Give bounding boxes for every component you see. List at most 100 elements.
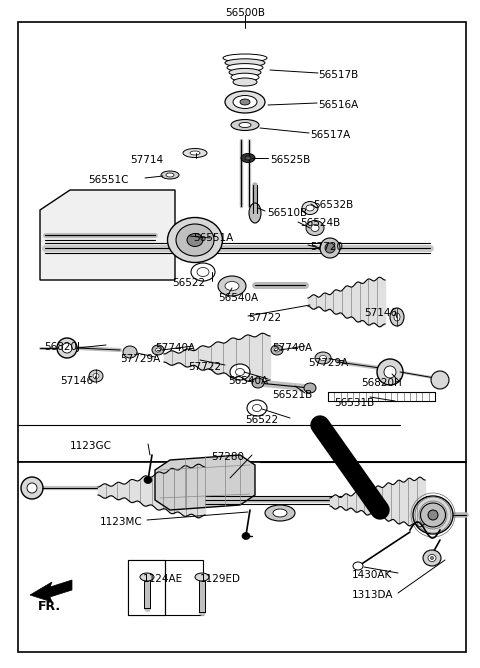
Ellipse shape xyxy=(275,348,279,352)
Ellipse shape xyxy=(233,78,257,86)
Ellipse shape xyxy=(428,554,436,562)
Ellipse shape xyxy=(57,338,77,358)
Text: 57280: 57280 xyxy=(211,452,244,462)
Ellipse shape xyxy=(166,173,174,177)
Ellipse shape xyxy=(265,505,295,521)
Text: 56517A: 56517A xyxy=(310,130,350,140)
Ellipse shape xyxy=(156,348,160,352)
Ellipse shape xyxy=(218,276,246,296)
Text: 57729A: 57729A xyxy=(308,358,348,368)
Text: 57740A: 57740A xyxy=(155,343,195,353)
Text: 56500B: 56500B xyxy=(225,8,265,18)
Ellipse shape xyxy=(304,383,316,393)
Ellipse shape xyxy=(240,99,250,105)
Text: 56551C: 56551C xyxy=(88,175,129,185)
Ellipse shape xyxy=(320,355,326,361)
Ellipse shape xyxy=(231,73,259,81)
Ellipse shape xyxy=(183,148,207,158)
Ellipse shape xyxy=(144,476,152,484)
Text: 57146: 57146 xyxy=(60,376,93,386)
Ellipse shape xyxy=(140,573,154,581)
Ellipse shape xyxy=(273,509,287,517)
Text: 56517B: 56517B xyxy=(318,70,358,80)
Ellipse shape xyxy=(230,364,250,380)
Text: 56524B: 56524B xyxy=(300,218,340,228)
Ellipse shape xyxy=(271,345,283,355)
Ellipse shape xyxy=(306,220,324,236)
Text: 56532B: 56532B xyxy=(313,200,353,210)
Text: 56540A: 56540A xyxy=(218,293,258,303)
Text: 56516A: 56516A xyxy=(318,100,358,110)
Ellipse shape xyxy=(168,218,223,263)
Ellipse shape xyxy=(249,203,261,223)
Ellipse shape xyxy=(377,359,403,385)
Ellipse shape xyxy=(123,346,137,358)
Text: 56522: 56522 xyxy=(245,415,278,425)
Ellipse shape xyxy=(315,352,331,364)
Text: 57720: 57720 xyxy=(310,242,343,252)
Ellipse shape xyxy=(225,91,265,113)
Ellipse shape xyxy=(152,345,164,355)
Ellipse shape xyxy=(229,68,261,76)
Text: 56521B: 56521B xyxy=(272,390,312,400)
Text: 56522: 56522 xyxy=(172,278,205,288)
Polygon shape xyxy=(155,455,255,510)
Ellipse shape xyxy=(27,483,37,493)
Text: 57740A: 57740A xyxy=(272,343,312,353)
Text: 56540A: 56540A xyxy=(228,376,268,386)
Ellipse shape xyxy=(302,202,318,214)
Ellipse shape xyxy=(191,263,215,281)
Ellipse shape xyxy=(223,54,267,62)
Ellipse shape xyxy=(320,238,340,258)
Ellipse shape xyxy=(428,510,438,520)
Text: 56510B: 56510B xyxy=(267,208,307,218)
Ellipse shape xyxy=(89,370,103,382)
Ellipse shape xyxy=(247,400,267,416)
Text: FR.: FR. xyxy=(38,600,61,613)
Bar xyxy=(128,560,203,615)
Ellipse shape xyxy=(245,156,251,160)
Ellipse shape xyxy=(62,343,72,353)
Text: 1124AE: 1124AE xyxy=(143,574,183,584)
Ellipse shape xyxy=(195,573,209,581)
Text: 1123GC: 1123GC xyxy=(70,441,112,451)
Ellipse shape xyxy=(420,503,445,527)
Ellipse shape xyxy=(197,267,209,277)
Ellipse shape xyxy=(242,532,250,540)
Bar xyxy=(128,560,165,615)
Ellipse shape xyxy=(231,120,259,130)
Ellipse shape xyxy=(353,562,363,570)
Ellipse shape xyxy=(93,373,99,379)
Ellipse shape xyxy=(239,122,251,128)
Polygon shape xyxy=(30,580,72,602)
Ellipse shape xyxy=(225,59,265,67)
Ellipse shape xyxy=(325,243,335,253)
Bar xyxy=(18,22,466,462)
Ellipse shape xyxy=(187,234,203,246)
Ellipse shape xyxy=(21,477,43,499)
Ellipse shape xyxy=(431,371,449,389)
Ellipse shape xyxy=(394,313,400,321)
Ellipse shape xyxy=(384,366,396,378)
Ellipse shape xyxy=(236,369,244,375)
Text: 56525B: 56525B xyxy=(270,155,310,165)
Polygon shape xyxy=(40,190,175,280)
Ellipse shape xyxy=(161,171,179,179)
Ellipse shape xyxy=(311,224,319,232)
Ellipse shape xyxy=(252,378,264,388)
Ellipse shape xyxy=(190,151,200,155)
Text: 1430AK: 1430AK xyxy=(352,570,392,580)
Text: 56531B: 56531B xyxy=(334,398,374,408)
Text: 57146: 57146 xyxy=(364,308,397,318)
Ellipse shape xyxy=(390,308,404,326)
Ellipse shape xyxy=(306,205,314,211)
Text: 56820H: 56820H xyxy=(361,378,402,388)
Ellipse shape xyxy=(413,496,453,534)
Text: 1313DA: 1313DA xyxy=(352,590,394,600)
Ellipse shape xyxy=(227,63,263,71)
Text: 1123MC: 1123MC xyxy=(100,517,143,527)
Ellipse shape xyxy=(252,405,262,411)
Ellipse shape xyxy=(176,224,214,256)
Ellipse shape xyxy=(431,556,433,560)
Bar xyxy=(18,462,466,652)
